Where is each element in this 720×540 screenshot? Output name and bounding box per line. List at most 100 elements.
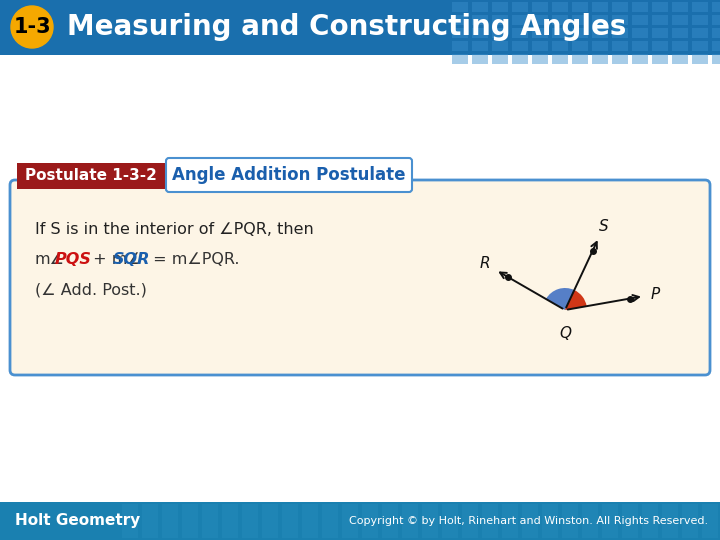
Bar bbox=[692, 28, 708, 38]
Text: = m∠PQR.: = m∠PQR. bbox=[148, 253, 240, 267]
Bar bbox=[592, 28, 608, 38]
Bar bbox=[492, 41, 508, 51]
Bar bbox=[712, 28, 720, 38]
Text: SQR: SQR bbox=[113, 253, 150, 267]
Bar bbox=[652, 54, 668, 64]
Bar bbox=[582, 504, 598, 538]
Text: Postulate 1-3-2: Postulate 1-3-2 bbox=[25, 168, 157, 184]
Bar bbox=[472, 28, 488, 38]
Bar bbox=[572, 28, 588, 38]
Bar bbox=[632, 15, 648, 25]
Bar bbox=[182, 504, 198, 538]
Bar bbox=[702, 504, 718, 538]
Bar bbox=[502, 504, 518, 538]
Bar bbox=[512, 54, 528, 64]
Bar bbox=[692, 41, 708, 51]
Bar bbox=[682, 504, 698, 538]
Bar bbox=[712, 2, 720, 12]
Bar bbox=[592, 41, 608, 51]
Bar bbox=[202, 504, 218, 538]
Bar bbox=[572, 54, 588, 64]
Bar bbox=[0, 502, 720, 540]
Bar bbox=[452, 54, 468, 64]
Bar bbox=[462, 504, 478, 538]
Bar bbox=[302, 504, 318, 538]
Bar bbox=[602, 504, 618, 538]
Bar bbox=[162, 504, 178, 538]
Bar bbox=[552, 54, 568, 64]
FancyBboxPatch shape bbox=[10, 180, 710, 375]
Bar bbox=[282, 504, 298, 538]
Bar bbox=[532, 54, 548, 64]
Text: (∠ Add. Post.): (∠ Add. Post.) bbox=[35, 282, 147, 298]
Bar bbox=[402, 504, 418, 538]
Wedge shape bbox=[546, 288, 575, 310]
Bar bbox=[512, 2, 528, 12]
Bar bbox=[512, 28, 528, 38]
Bar bbox=[122, 504, 138, 538]
Text: R: R bbox=[480, 256, 490, 272]
Text: S: S bbox=[599, 219, 608, 234]
Bar bbox=[472, 41, 488, 51]
Bar bbox=[262, 504, 278, 538]
Bar bbox=[512, 15, 528, 25]
Text: PQS: PQS bbox=[55, 253, 92, 267]
Bar bbox=[142, 504, 158, 538]
Bar bbox=[382, 504, 398, 538]
Text: If S is in the interior of ∠PQR, then: If S is in the interior of ∠PQR, then bbox=[35, 222, 314, 238]
Bar bbox=[342, 504, 358, 538]
Bar bbox=[17, 163, 165, 189]
Bar bbox=[492, 28, 508, 38]
Bar bbox=[422, 504, 438, 538]
Bar bbox=[572, 15, 588, 25]
Bar bbox=[622, 504, 638, 538]
Text: Angle Addition Postulate: Angle Addition Postulate bbox=[172, 166, 406, 184]
Bar bbox=[612, 2, 628, 12]
Bar bbox=[632, 2, 648, 12]
Bar bbox=[532, 15, 548, 25]
Bar bbox=[572, 2, 588, 12]
Bar bbox=[532, 41, 548, 51]
Text: + m∠: + m∠ bbox=[88, 253, 142, 267]
Bar bbox=[592, 15, 608, 25]
Bar bbox=[482, 504, 498, 538]
Bar bbox=[672, 15, 688, 25]
Bar bbox=[692, 54, 708, 64]
Bar bbox=[242, 504, 258, 538]
Bar bbox=[472, 15, 488, 25]
Text: m∠: m∠ bbox=[35, 253, 65, 267]
Text: Measuring and Constructing Angles: Measuring and Constructing Angles bbox=[67, 13, 626, 41]
Bar bbox=[652, 41, 668, 51]
Bar bbox=[532, 28, 548, 38]
Bar bbox=[452, 15, 468, 25]
Bar bbox=[522, 504, 538, 538]
Text: Q: Q bbox=[559, 326, 571, 341]
Bar bbox=[712, 15, 720, 25]
Bar bbox=[552, 2, 568, 12]
Bar bbox=[0, 55, 720, 502]
Bar bbox=[712, 54, 720, 64]
Bar bbox=[612, 28, 628, 38]
Bar bbox=[692, 15, 708, 25]
Bar bbox=[492, 15, 508, 25]
Bar bbox=[362, 504, 378, 538]
FancyBboxPatch shape bbox=[166, 158, 412, 192]
Bar bbox=[692, 2, 708, 12]
Bar bbox=[452, 41, 468, 51]
Bar bbox=[652, 15, 668, 25]
Bar bbox=[222, 504, 238, 538]
Bar bbox=[642, 504, 658, 538]
Bar bbox=[632, 54, 648, 64]
Bar bbox=[572, 41, 588, 51]
Bar bbox=[652, 2, 668, 12]
Text: Copyright © by Holt, Rinehart and Winston. All Rights Reserved.: Copyright © by Holt, Rinehart and Winsto… bbox=[349, 516, 708, 526]
Bar bbox=[552, 15, 568, 25]
Bar bbox=[322, 504, 338, 538]
Bar bbox=[632, 41, 648, 51]
Bar bbox=[472, 54, 488, 64]
Bar bbox=[452, 2, 468, 12]
Bar bbox=[652, 28, 668, 38]
Bar bbox=[552, 28, 568, 38]
Bar bbox=[472, 2, 488, 12]
Wedge shape bbox=[565, 290, 587, 310]
